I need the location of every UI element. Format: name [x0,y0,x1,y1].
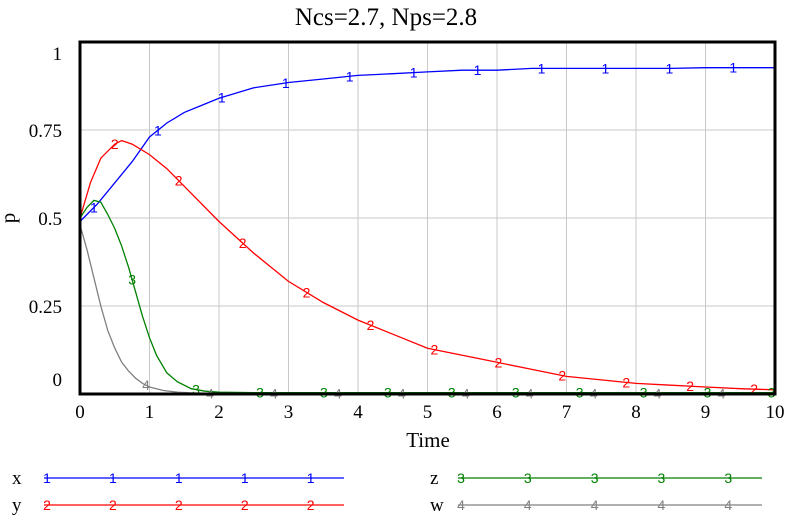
series-marker-y: 2 [303,284,311,300]
y-axis-label: p [0,213,20,224]
legend-marker: 4 [457,497,465,513]
y-tick-label: 0 [53,370,63,391]
series-marker-x: 1 [282,75,290,91]
legend-label: x [12,468,22,489]
legend-marker: 2 [307,497,315,513]
legend-marker: 2 [175,497,183,513]
series-marker-y: 2 [622,374,630,390]
series-marker-y: 2 [175,173,183,189]
series-marker-x: 1 [602,60,610,76]
x-tick-label: 10 [766,402,785,423]
series-marker-x: 1 [90,199,98,215]
legend-marker: 3 [658,470,666,486]
series-line-x [79,67,775,222]
legend-marker: 1 [109,470,117,486]
x-tick-label: 3 [284,402,294,423]
series-marker-x: 1 [346,68,354,84]
legend-marker: 4 [591,497,599,513]
series-marker-x: 1 [729,60,737,76]
series-marker-y: 2 [239,235,247,251]
x-tick-label: 1 [145,402,155,423]
series-marker-w: 4 [142,377,150,393]
series-marker-z: 3 [128,272,136,288]
series-marker-y: 2 [431,342,439,358]
legend-marker: 1 [175,470,183,486]
series-marker-y: 2 [111,136,119,152]
series-marker-x: 1 [538,60,546,76]
x-tick-label: 0 [75,402,85,423]
series-marker-x: 1 [474,62,482,78]
legend-label: y [12,495,22,516]
x-tick-label: 5 [423,402,433,423]
legend-marker: 3 [524,470,532,486]
legend-marker: 2 [241,497,249,513]
x-tick-label: 8 [631,402,641,423]
y-tick-label: 1 [53,44,63,65]
legend-marker: 4 [658,497,666,513]
legend-marker: 4 [724,497,732,513]
x-tick-label: 2 [214,402,224,423]
series-marker-x: 1 [665,60,673,76]
series-marker-z: 3 [192,382,200,398]
series-marker-y: 2 [558,368,566,384]
series-marker-y: 2 [750,381,758,397]
legend-label: w [430,495,444,516]
legend-item-x: x 1 1 1 1 1 [12,468,344,489]
x-axis-label: Time [406,428,450,452]
legend-marker: 3 [457,470,465,486]
legend-marker: 2 [43,497,51,513]
legend-marker: 1 [307,470,315,486]
legend-marker: 1 [43,470,51,486]
x-tick-label: 7 [562,402,572,423]
legend-marker: 3 [724,470,732,486]
series-line-y [79,139,776,391]
series-marker-x: 1 [410,65,418,81]
y-tick-label: 0.25 [29,297,62,318]
x-tick-label: 6 [492,402,502,423]
y-tick-label: 0.5 [38,209,62,230]
series-marker-y: 2 [686,378,694,394]
legend-item-y: y 2 2 2 2 2 [12,495,344,516]
series-marker-x: 1 [218,89,226,105]
legend-marker: 1 [241,470,249,486]
series-marker-x: 1 [154,122,162,138]
legend-item-z: z 3 3 3 3 3 [430,468,762,489]
legend: x 1 1 1 1 1y 2 2 2 2 2z 3 3 3 3 3w 4 4 4 4 4 [12,468,762,516]
series-marker-y: 2 [494,355,502,371]
x-tick-label: 9 [701,402,711,423]
legend-marker: 4 [524,497,532,513]
legend-marker: 3 [591,470,599,486]
legend-label: z [430,468,438,489]
legend-marker: 2 [109,497,117,513]
x-tick-label: 4 [353,402,363,423]
series-marker-y: 2 [367,317,375,333]
grid [80,42,775,394]
chart-title: Ncs=2.7, Nps=2.8 [295,4,477,31]
y-tick-label: 0.75 [29,121,62,142]
plot-frame [78,40,777,396]
